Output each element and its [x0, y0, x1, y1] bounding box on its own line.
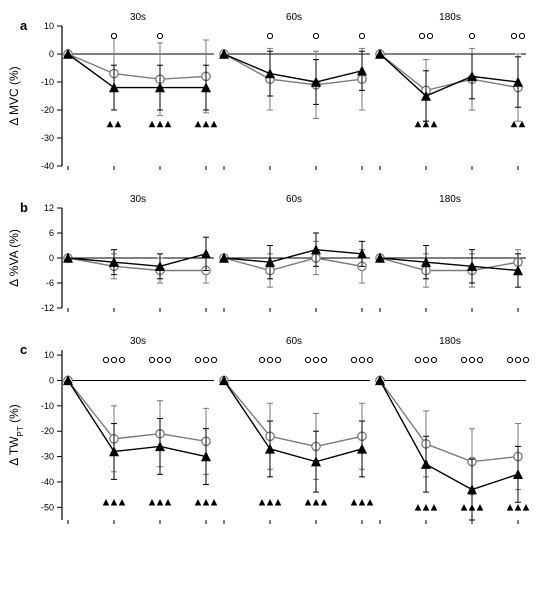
- svg-text:b: b: [20, 200, 28, 215]
- svg-text:Δ MVC (%): Δ MVC (%): [7, 66, 21, 125]
- svg-text:-50: -50: [41, 502, 54, 512]
- svg-text:30s: 30s: [130, 194, 146, 205]
- svg-text:10: 10: [44, 350, 54, 360]
- svg-text:60s: 60s: [286, 12, 302, 23]
- svg-text:0: 0: [49, 253, 54, 263]
- svg-text:a: a: [20, 18, 28, 33]
- svg-text:-20: -20: [41, 105, 54, 115]
- svg-text:-10: -10: [41, 401, 54, 411]
- svg-text:6: 6: [49, 228, 54, 238]
- svg-text:-12: -12: [41, 303, 54, 313]
- svg-text:0: 0: [49, 375, 54, 385]
- figure-svg: a Δ MVC (%) -40 -30 -20 -10 0 10 30s 60s 180s b Δ %V…: [0, 0, 540, 600]
- svg-text:-6: -6: [46, 278, 54, 288]
- svg-text:-40: -40: [41, 477, 54, 487]
- svg-text:60s: 60s: [286, 194, 302, 205]
- svg-text:180s: 180s: [439, 194, 461, 205]
- svg-text:180s: 180s: [439, 12, 461, 23]
- svg-text:-30: -30: [41, 452, 54, 462]
- svg-text:180s: 180s: [439, 336, 461, 347]
- svg-text:0: 0: [49, 49, 54, 59]
- svg-text:10: 10: [44, 21, 54, 31]
- svg-text:Δ TWPT (%): Δ TWPT (%): [7, 404, 25, 466]
- svg-text:60s: 60s: [286, 336, 302, 347]
- svg-text:c: c: [20, 342, 27, 357]
- svg-text:-10: -10: [41, 77, 54, 87]
- svg-text:Δ %VA (%): Δ %VA (%): [7, 229, 21, 287]
- svg-text:12: 12: [44, 203, 54, 213]
- svg-text:30s: 30s: [130, 12, 146, 23]
- svg-text:-40: -40: [41, 161, 54, 171]
- svg-text:-20: -20: [41, 426, 54, 436]
- svg-text:30s: 30s: [130, 336, 146, 347]
- svg-text:-30: -30: [41, 133, 54, 143]
